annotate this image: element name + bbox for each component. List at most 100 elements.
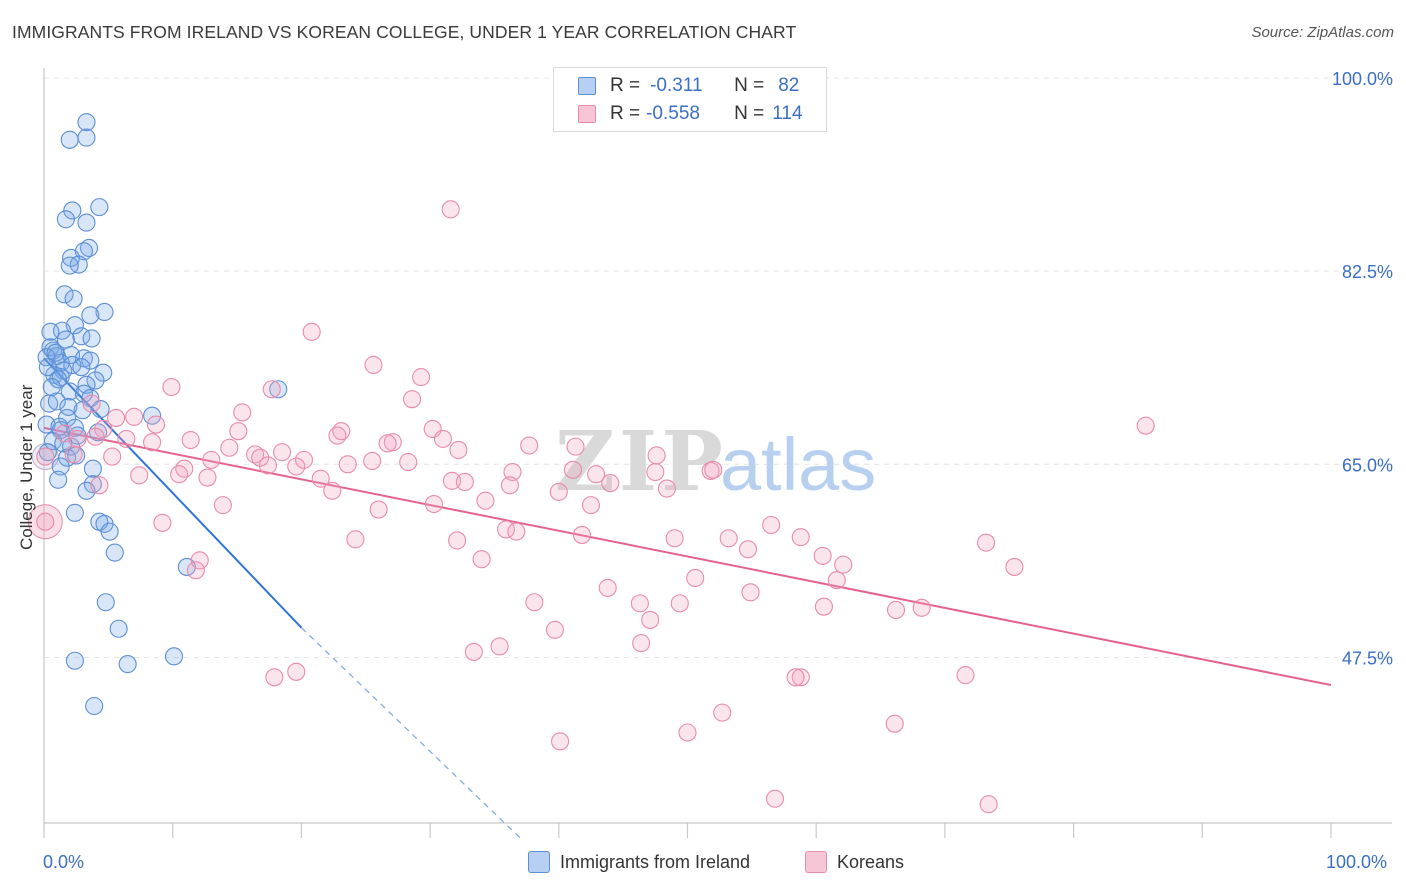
data-point-koreans <box>678 723 697 742</box>
data-point-ireland <box>90 198 109 217</box>
koreans-swatch <box>578 105 596 123</box>
data-point-ireland <box>63 201 82 220</box>
data-point-koreans <box>525 593 544 612</box>
data-point-koreans <box>601 474 620 493</box>
data-point-ireland <box>72 358 91 377</box>
data-point-ireland <box>49 470 68 489</box>
data-point-ireland <box>77 213 96 232</box>
data-point-koreans <box>265 668 284 687</box>
data-point-ireland <box>82 329 101 348</box>
data-point-koreans <box>175 459 194 478</box>
source-label: Source: ZipAtlas.com <box>1251 24 1394 41</box>
data-point-koreans <box>704 460 723 479</box>
data-point-ireland <box>46 343 65 362</box>
y-tick-label: 65.0% <box>1342 455 1393 475</box>
data-point-koreans <box>103 447 122 466</box>
data-point-koreans <box>143 433 162 452</box>
data-point-koreans <box>665 529 684 548</box>
data-point-ireland <box>91 400 110 419</box>
data-point-koreans <box>369 500 388 519</box>
data-point-koreans <box>220 438 239 457</box>
data-point-ireland <box>100 522 119 541</box>
axes <box>43 68 1392 838</box>
data-point-koreans <box>251 448 270 467</box>
data-point-koreans <box>455 472 474 492</box>
legend-label-ireland: Immigrants from Ireland <box>560 851 751 872</box>
data-point-koreans <box>886 600 906 620</box>
data-point-ireland <box>105 543 124 562</box>
data-point-koreans <box>90 476 109 495</box>
data-point-koreans <box>433 429 453 448</box>
data-point-ireland <box>51 457 70 476</box>
data-point-koreans <box>786 668 805 687</box>
n-label: N = <box>734 103 765 124</box>
data-point-koreans <box>213 496 232 515</box>
data-point-ireland <box>109 619 128 638</box>
data-point-ireland <box>143 406 162 425</box>
data-point-ireland <box>118 655 137 674</box>
data-point-ireland <box>61 248 81 267</box>
data-points <box>27 113 1155 814</box>
data-point-ireland <box>69 255 88 274</box>
data-point-koreans <box>229 422 248 441</box>
data-point-koreans <box>153 513 172 532</box>
data-point-koreans <box>246 445 265 464</box>
data-point-koreans <box>94 419 113 439</box>
data-point-koreans <box>503 462 522 482</box>
data-point-koreans <box>563 460 583 479</box>
data-point-koreans <box>346 530 365 549</box>
data-point-koreans <box>181 430 200 450</box>
data-point-ireland <box>41 322 60 341</box>
data-point-koreans <box>813 546 832 565</box>
data-point-koreans <box>490 637 509 656</box>
data-point-koreans <box>170 465 189 484</box>
r-label: R = <box>610 103 641 124</box>
stats-legend: R = -0.311 N = 82 R = -0.558 N = 114 <box>553 67 827 132</box>
data-point-koreans <box>186 561 205 580</box>
data-point-ireland <box>83 475 102 494</box>
data-point-ireland <box>54 434 73 453</box>
trend-line-koreans <box>43 426 1332 687</box>
data-point-koreans <box>403 390 422 409</box>
data-point-koreans <box>323 481 342 500</box>
data-point-ireland <box>95 302 114 322</box>
y-tick-label: 100.0% <box>1332 69 1393 89</box>
data-point-koreans <box>476 491 495 510</box>
data-point-koreans <box>68 429 87 448</box>
data-point-ireland <box>41 338 60 357</box>
data-point-koreans <box>233 403 252 422</box>
data-point-koreans <box>1136 416 1155 435</box>
data-point-koreans <box>472 550 491 569</box>
data-point-ireland <box>60 256 79 275</box>
ireland-swatch <box>578 77 596 95</box>
data-point-ireland <box>56 210 75 229</box>
data-point-koreans <box>791 668 810 687</box>
data-point-koreans <box>449 440 468 459</box>
data-point-koreans <box>630 594 649 613</box>
data-point-ireland <box>42 377 61 397</box>
legend-item-koreans: Koreans <box>805 851 904 873</box>
data-point-ireland <box>81 351 100 370</box>
data-point-koreans <box>545 620 564 639</box>
data-point-ireland <box>37 348 56 367</box>
stats-row-koreans: R = -0.558 N = 114 <box>578 101 803 127</box>
data-point-koreans <box>363 451 382 471</box>
y-axis-label: College, Under 1 year <box>17 384 36 550</box>
r-value: -0.311 <box>650 75 703 96</box>
data-point-koreans <box>765 789 785 808</box>
legend-item-ireland: Immigrants from Ireland <box>528 851 750 873</box>
data-point-koreans <box>258 456 277 475</box>
data-point-koreans <box>262 380 281 399</box>
data-point-ireland <box>60 382 79 401</box>
data-point-koreans <box>424 494 444 514</box>
data-point-koreans <box>338 455 357 474</box>
data-point-koreans <box>641 610 660 629</box>
koreans-legend-swatch <box>805 851 827 873</box>
data-point-koreans <box>107 408 126 427</box>
data-point-ireland <box>60 130 79 149</box>
data-point-koreans <box>885 714 904 733</box>
data-point-koreans <box>912 598 931 617</box>
x-tick-label-min: 0.0% <box>43 852 85 872</box>
data-point-koreans <box>738 540 758 559</box>
